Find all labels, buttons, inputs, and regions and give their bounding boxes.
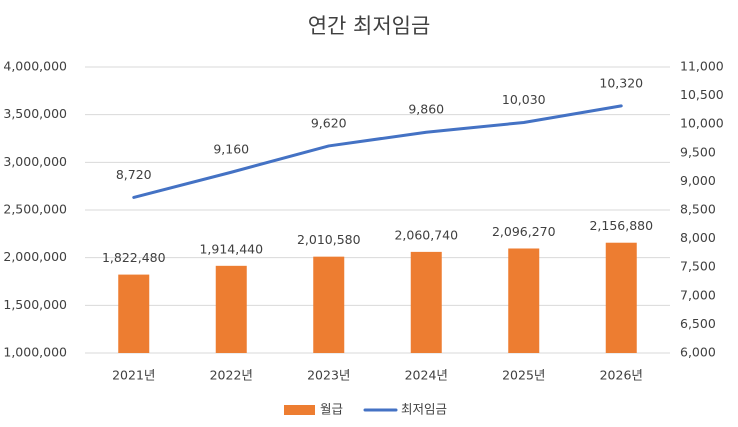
- bar-value-label: 2,156,880: [589, 218, 653, 233]
- y2-tick-label: 9,000: [680, 173, 716, 188]
- y-tick-label: 1,500,000: [3, 297, 67, 312]
- bar: [215, 265, 247, 353]
- bar: [118, 274, 150, 353]
- line-value-label: 10,030: [502, 92, 546, 107]
- bar: [313, 256, 345, 353]
- y2-tick-label: 8,500: [680, 202, 716, 217]
- bar: [605, 242, 637, 353]
- x-tick-label: 2022년: [210, 368, 253, 383]
- y-tick-label: 2,000,000: [3, 249, 67, 264]
- y2-tick-label: 6,000: [680, 345, 716, 360]
- bar-value-label: 2,060,740: [394, 227, 458, 242]
- line-value-label: 10,320: [599, 75, 643, 90]
- y-tick-label: 2,500,000: [3, 202, 67, 217]
- line-value-label: 9,860: [408, 102, 444, 117]
- legend-swatch: [284, 405, 315, 415]
- y2-tick-label: 7,000: [680, 287, 716, 302]
- bar-value-label: 2,096,270: [492, 224, 556, 239]
- bar-value-label: 2,010,580: [297, 232, 361, 247]
- bar: [508, 248, 540, 353]
- y-tick-label: 4,000,000: [3, 59, 67, 74]
- y2-tick-label: 9,500: [680, 144, 716, 159]
- x-tick-label: 2023년: [307, 368, 350, 383]
- line-value-label: 9,160: [213, 142, 249, 157]
- y2-tick-label: 10,000: [680, 116, 724, 131]
- line-value-label: 8,720: [116, 167, 152, 182]
- x-tick-label: 2025년: [502, 368, 545, 383]
- chart-title: 연간 최저임금: [308, 14, 431, 38]
- legend-label: 월급: [320, 402, 343, 417]
- y-tick-label: 3,500,000: [3, 106, 67, 121]
- bar-value-label: 1,822,480: [102, 250, 166, 265]
- y2-tick-label: 11,000: [680, 59, 724, 74]
- bar-value-label: 1,914,440: [199, 241, 263, 256]
- line-value-label: 9,620: [311, 115, 347, 130]
- x-tick-label: 2024년: [405, 368, 448, 383]
- y2-tick-label: 6,500: [680, 316, 716, 331]
- x-tick-label: 2021년: [112, 368, 155, 383]
- y-tick-label: 1,000,000: [3, 345, 67, 360]
- line: [132, 104, 623, 199]
- y-tick-label: 3,000,000: [3, 154, 67, 169]
- legend-label: 최저임금: [401, 402, 447, 417]
- y2-tick-label: 7,500: [680, 259, 716, 274]
- y2-tick-label: 8,000: [680, 230, 716, 245]
- y2-tick-label: 10,500: [680, 87, 724, 102]
- bar: [410, 251, 442, 353]
- x-tick-label: 2026년: [600, 368, 643, 383]
